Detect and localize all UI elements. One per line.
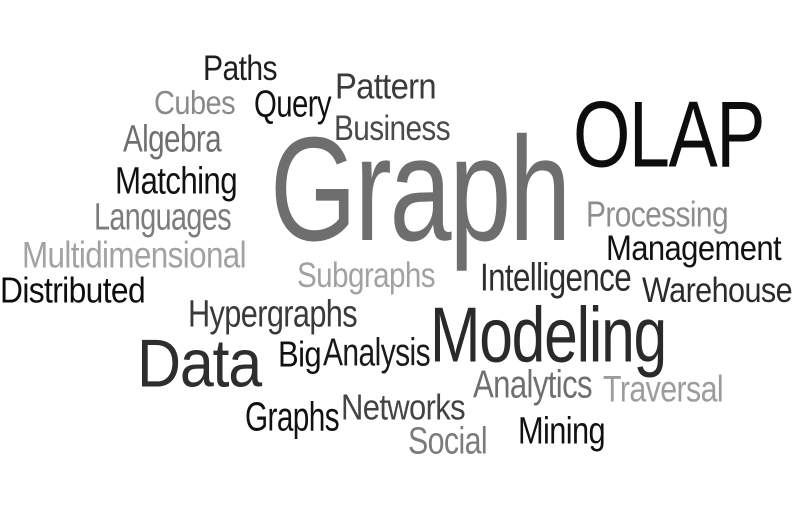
word-mining: Mining xyxy=(518,409,606,452)
word-social: Social xyxy=(408,419,488,462)
word-warehouse: Warehouse xyxy=(642,271,792,311)
word-graph: Graph xyxy=(270,105,571,272)
word-intelligence: Intelligence xyxy=(480,255,632,299)
word-big: Big xyxy=(278,335,322,376)
word-algebra: Algebra xyxy=(123,117,222,160)
word-distributed: Distributed xyxy=(0,271,146,312)
word-paths: Paths xyxy=(203,49,278,89)
word-management: Management xyxy=(606,229,782,269)
word-analytics: Analytics xyxy=(473,362,593,406)
word-languages: Languages xyxy=(94,195,232,238)
word-hypergraphs: Hypergraphs xyxy=(188,292,358,335)
word-olap: OLAP xyxy=(573,81,765,188)
word-processing: Processing xyxy=(586,195,729,236)
word-pattern: Pattern xyxy=(335,67,437,108)
word-traversal: Traversal xyxy=(603,369,724,410)
word-matching: Matching xyxy=(115,159,238,202)
word-data: Data xyxy=(137,325,262,402)
word-business: Business xyxy=(334,109,451,149)
word-graphs: Graphs xyxy=(245,394,340,440)
word-modeling: Modeling xyxy=(430,291,667,379)
word-subgraphs: Subgraphs xyxy=(297,256,436,296)
word-networks: Networks xyxy=(341,388,466,429)
word-cubes: Cubes xyxy=(154,84,236,122)
word-analysis: Analysis xyxy=(323,330,431,374)
word-query: Query xyxy=(254,82,332,125)
word-multidimensional: Multidimensional xyxy=(22,235,247,276)
